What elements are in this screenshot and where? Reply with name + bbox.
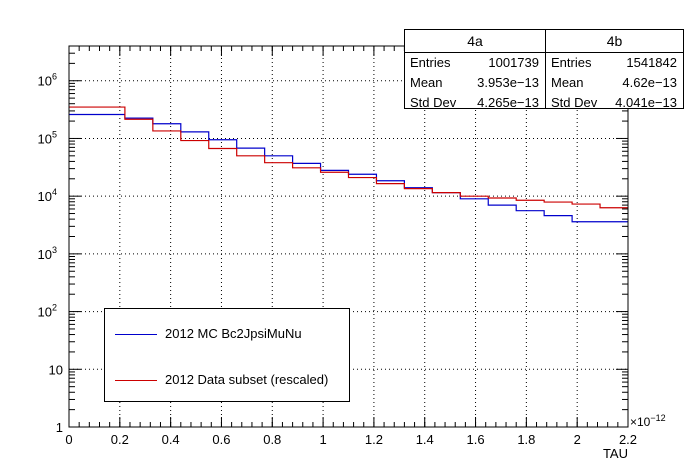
x-tick-label: 1.6 xyxy=(467,432,485,447)
stats-box-4b: 4b Entries 1541842 Mean 4.62e−13 Std Dev 4.… xyxy=(545,29,684,110)
stats-row-stddev: Std Dev 4.265e−13 xyxy=(410,95,539,110)
x-tick-label: 0.2 xyxy=(111,432,129,447)
legend-entry-data: 2012 Data subset (rescaled) xyxy=(105,370,349,390)
legend: 2012 MC Bc2JpsiMuNu 2012 Data subset (re… xyxy=(104,308,350,402)
legend-entry-mc: 2012 MC Bc2JpsiMuNu xyxy=(105,324,349,344)
legend-label-mc: 2012 MC Bc2JpsiMuNu xyxy=(165,326,302,341)
x-tick-label: 0 xyxy=(65,432,72,447)
legend-line-mc xyxy=(115,334,157,335)
x-tick-label: 1.8 xyxy=(517,432,535,447)
y-tick-label: 104 xyxy=(38,187,57,204)
x-tick-label: 0.6 xyxy=(212,432,230,447)
y-tick-label: 1 xyxy=(56,420,63,435)
stats-row-stddev: Std Dev 4.041e−13 xyxy=(551,95,677,110)
y-tick-label: 10 xyxy=(49,362,63,377)
x-tick-label: 0.4 xyxy=(162,432,180,447)
x-tick-label: 2 xyxy=(574,432,581,447)
y-tick-label: 106 xyxy=(38,72,57,89)
stats-row-mean: Mean 3.953e−13 xyxy=(410,75,539,90)
legend-line-data xyxy=(115,380,157,381)
x-tick-label: 2.2 xyxy=(619,432,637,447)
stats-title: 4a xyxy=(405,30,545,53)
stats-row-mean: Mean 4.62e−13 xyxy=(551,75,677,90)
x-tick-label: 1 xyxy=(319,432,326,447)
x-tick-label: 1.4 xyxy=(416,432,434,447)
legend-label-data: 2012 Data subset (rescaled) xyxy=(165,372,329,387)
x-axis-label: TAU xyxy=(603,446,628,461)
x-tick-label: 0.8 xyxy=(263,432,281,447)
stats-box-4a: 4a Entries 1001739 Mean 3.953e−13 Std Dev 4… xyxy=(404,29,546,110)
stats-title: 4b xyxy=(546,30,683,53)
stats-row-entries: Entries 1001739 xyxy=(410,55,539,70)
x-exponent-power: −12 xyxy=(650,413,665,423)
series-data-line xyxy=(69,106,628,209)
stats-row-entries: Entries 1541842 xyxy=(551,55,677,70)
y-tick-label: 102 xyxy=(38,303,57,320)
y-tick-label: 103 xyxy=(38,245,57,262)
x-exponent-label: ×10−12 xyxy=(630,413,666,429)
series-layer xyxy=(69,106,628,223)
x-tick-label: 1.2 xyxy=(365,432,383,447)
x-exponent-base: ×10 xyxy=(630,415,651,429)
y-tick-label: 105 xyxy=(38,129,57,146)
